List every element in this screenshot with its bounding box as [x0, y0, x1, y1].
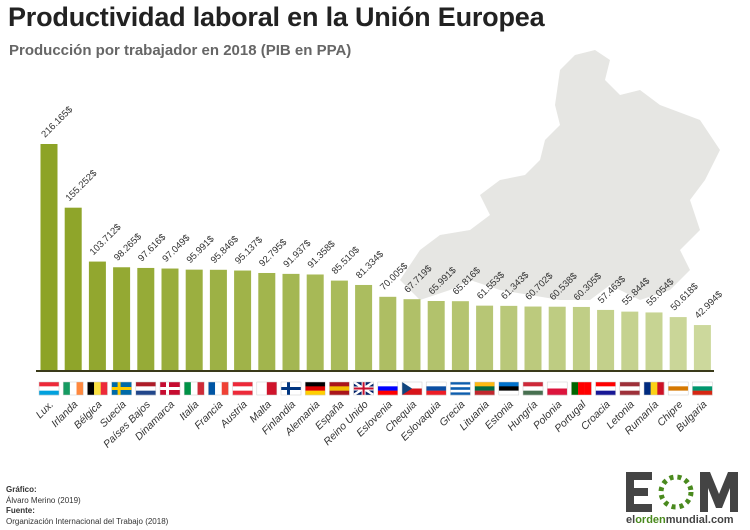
bar: [645, 312, 663, 370]
bar: [185, 269, 203, 370]
bar: [113, 267, 131, 370]
category-label: Austria: [217, 399, 249, 431]
flag-icon: [595, 381, 616, 396]
flag-icon: [377, 381, 399, 396]
bar: [524, 306, 542, 370]
page-title: Productividad laboral en la Unión Europe…: [8, 2, 545, 32]
bar: [693, 325, 711, 370]
flag-icon: [280, 381, 302, 396]
logo-site-text: elordenmundial.com: [626, 514, 734, 526]
flag-icon: [571, 381, 592, 396]
flag-icon: [546, 381, 568, 396]
eom-logo: [626, 472, 738, 512]
bar: [40, 144, 58, 370]
bar: [572, 306, 590, 370]
flag-icon: [256, 381, 278, 396]
bar: [209, 269, 227, 370]
bar: [403, 299, 421, 370]
bar: [548, 306, 566, 370]
flag-icon: [232, 381, 253, 396]
flag-icon: [135, 381, 157, 396]
flag-icon: [304, 381, 326, 396]
credits: Gráfico: Álvaro Merino (2019) Fuente: Or…: [6, 485, 168, 527]
bar: [669, 317, 687, 370]
bar: [597, 309, 615, 370]
value-label: 216.165$: [39, 104, 75, 140]
flag-icon: [474, 381, 495, 396]
bar: [355, 284, 373, 370]
bar: [330, 280, 348, 370]
flag-icon: [401, 381, 423, 396]
bar: [451, 301, 469, 370]
page-subtitle: Producción por trabajador en 2018 (PIB e…: [9, 42, 352, 59]
bar: [88, 261, 106, 370]
flag-icon: [159, 381, 181, 396]
graphic-author: Álvaro Merino (2019): [6, 495, 81, 505]
flag-icon: [522, 381, 544, 396]
value-label: 42.994$: [693, 289, 726, 322]
value-label: 155.252$: [64, 168, 100, 204]
europe-map-silhouette: [400, 50, 720, 300]
flag-icon: [87, 381, 108, 396]
bar: [476, 305, 494, 370]
flag-icon: [38, 381, 60, 396]
bar: [500, 305, 518, 370]
bar: [427, 301, 445, 370]
bar: [161, 268, 179, 370]
flag-icon: [619, 381, 641, 396]
flag-icon: [643, 381, 665, 396]
bar: [621, 311, 639, 370]
flag-icon: [62, 381, 84, 396]
flag-icon: [183, 381, 205, 396]
bar: [282, 273, 300, 370]
flag-icon: [329, 381, 350, 396]
flag-icon: [498, 381, 520, 396]
flag-icon: [425, 381, 447, 396]
flag-icon: [450, 381, 471, 396]
source-label: Fuente:: [6, 506, 35, 515]
flag-icon: [208, 381, 229, 396]
flag-icon: [111, 381, 132, 396]
graphic-label: Gráfico:: [6, 485, 37, 494]
flag-icon: [352, 380, 375, 397]
bar: [234, 270, 252, 370]
bar: [64, 207, 82, 370]
flag-icon: [667, 381, 689, 396]
bar: [258, 272, 276, 370]
flag-icon: [692, 381, 713, 396]
bar: [137, 267, 155, 370]
bar: [306, 274, 324, 370]
bar: [379, 296, 397, 370]
source-text: Organización Internacional del Trabajo (…: [6, 516, 169, 526]
